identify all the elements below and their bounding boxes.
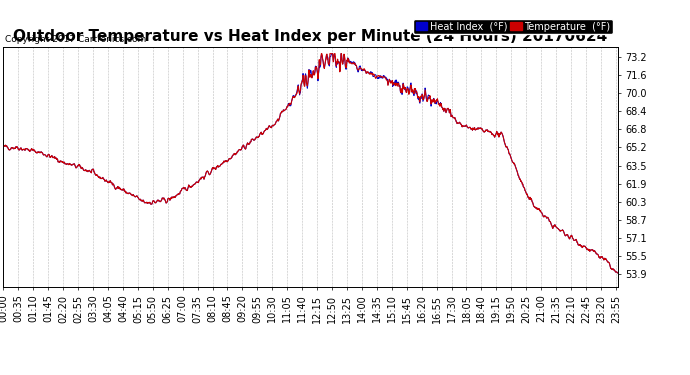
Text: Copyright 2017 Cartronics.com: Copyright 2017 Cartronics.com xyxy=(5,36,146,45)
Legend: Heat Index  (°F), Temperature  (°F): Heat Index (°F), Temperature (°F) xyxy=(413,20,613,34)
Title: Outdoor Temperature vs Heat Index per Minute (24 Hours) 20170624: Outdoor Temperature vs Heat Index per Mi… xyxy=(13,29,608,44)
